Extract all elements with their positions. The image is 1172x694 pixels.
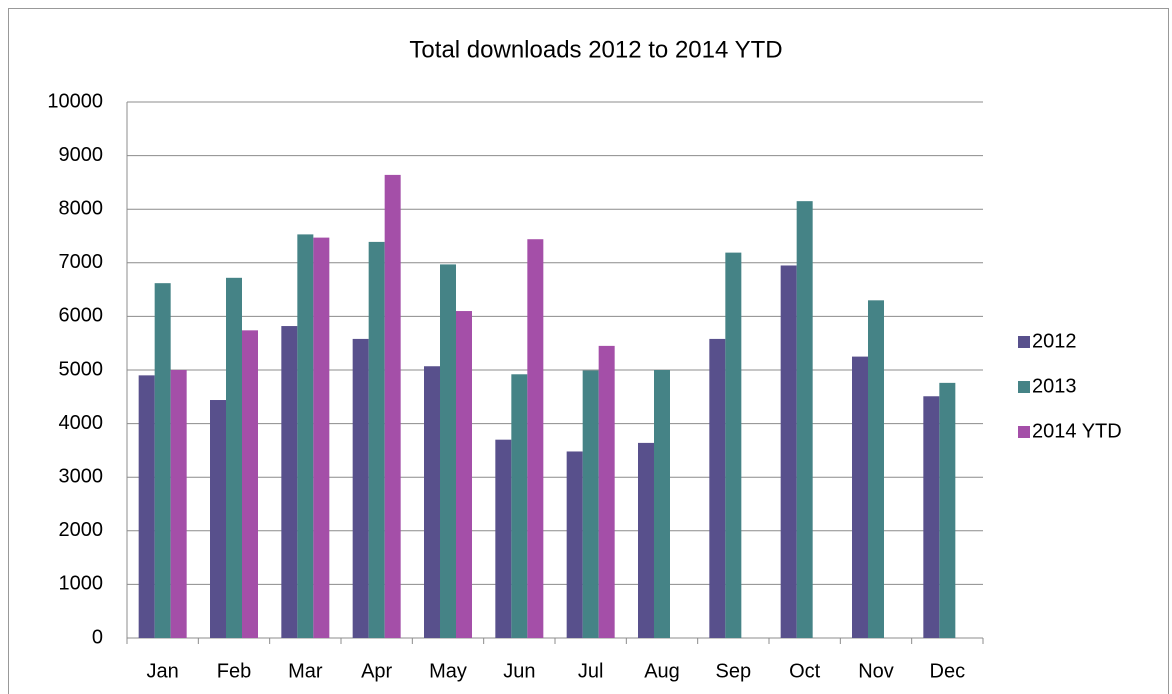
bar	[297, 234, 314, 638]
y-tick-label: 2000	[59, 519, 104, 541]
legend-swatch	[1018, 336, 1030, 348]
bar	[939, 382, 956, 638]
bar	[242, 330, 258, 638]
x-tick-label: Mar	[288, 660, 323, 682]
bar	[796, 201, 813, 638]
bar	[923, 396, 940, 638]
x-tick-label: May	[429, 660, 467, 682]
x-tick-label: Jan	[147, 660, 179, 682]
bar	[440, 264, 456, 638]
x-tick-label: Jul	[578, 660, 604, 682]
y-tick-label: 3000	[59, 465, 104, 487]
legend-label: 2014 YTD	[1032, 420, 1122, 442]
bar	[154, 283, 171, 638]
y-tick-label: 8000	[59, 197, 104, 219]
bar	[170, 370, 187, 638]
y-tick-label: 1000	[59, 573, 104, 595]
bar	[566, 451, 583, 638]
bar	[868, 300, 884, 638]
bar	[210, 400, 226, 638]
y-tick-label: 10000	[47, 90, 103, 112]
bar	[352, 338, 369, 638]
bar	[654, 370, 670, 638]
y-tick-label: 9000	[59, 144, 104, 166]
bar	[138, 375, 155, 638]
bar	[368, 241, 385, 638]
bar	[456, 311, 472, 638]
legend-swatch	[1018, 426, 1030, 438]
bar	[852, 356, 868, 638]
bar	[638, 442, 654, 638]
legend-label: 2012	[1032, 330, 1077, 352]
x-tick-label: Dec	[930, 660, 966, 682]
x-tick-label: Feb	[217, 660, 251, 682]
bar	[424, 366, 440, 638]
bar	[495, 439, 512, 638]
x-tick-label: Aug	[644, 660, 680, 682]
y-tick-label: 6000	[59, 305, 104, 327]
legend-label: 2013	[1032, 375, 1077, 397]
bar	[780, 265, 797, 638]
bar	[511, 374, 528, 638]
bar	[313, 237, 330, 638]
bar	[709, 338, 726, 638]
y-tick-label: 7000	[59, 251, 104, 273]
bar	[725, 252, 742, 638]
x-tick-label: Jun	[503, 660, 535, 682]
x-tick-label: Sep	[716, 660, 752, 682]
bar	[582, 370, 599, 638]
x-tick-label: Apr	[361, 660, 392, 682]
x-tick-label: Nov	[858, 660, 894, 682]
bar	[598, 345, 615, 638]
y-tick-label: 4000	[59, 412, 104, 434]
chart-title: Total downloads 2012 to 2014 YTD	[409, 36, 782, 63]
legend-swatch	[1018, 381, 1030, 393]
y-tick-label: 0	[92, 626, 103, 648]
x-tick-label: Oct	[789, 660, 821, 682]
bar	[527, 239, 544, 638]
y-tick-label: 5000	[59, 358, 104, 380]
bar	[281, 326, 298, 638]
bar	[226, 277, 242, 638]
bar	[384, 174, 401, 638]
